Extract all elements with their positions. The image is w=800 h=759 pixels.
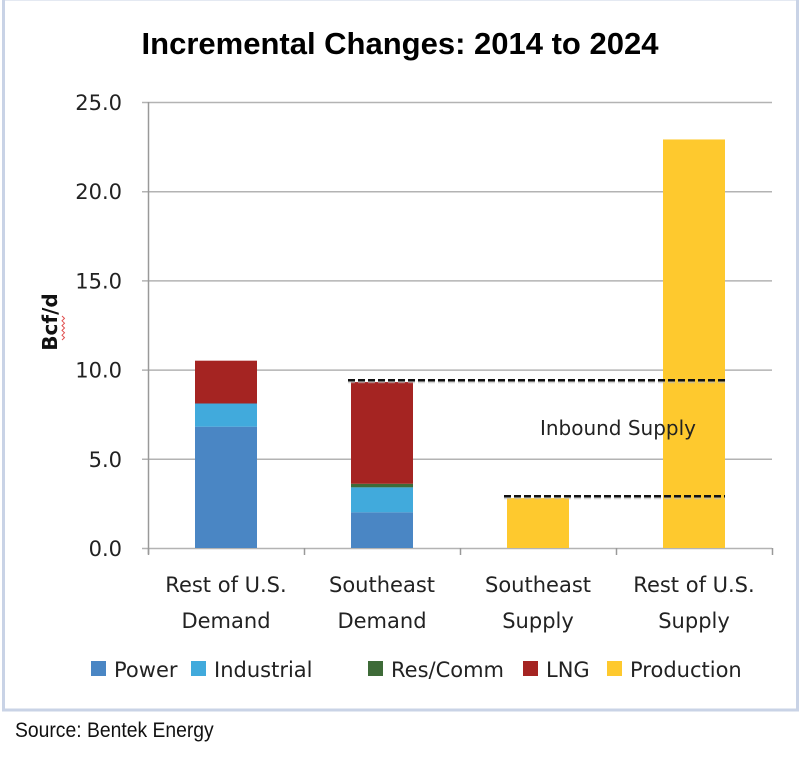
legend-swatch <box>191 661 206 676</box>
legend-swatch <box>91 661 106 676</box>
legend: Power Industrial Res/Comm LNG Production <box>91 658 742 682</box>
y-tick-label: 25.0 <box>75 91 122 115</box>
bar-segment-res-comm <box>351 483 413 488</box>
legend-label: Industrial <box>214 658 313 682</box>
y-tick-label: 15.0 <box>75 269 122 293</box>
y-tick-label: 5.0 <box>89 448 122 472</box>
x-category-label: Supply <box>658 609 730 633</box>
x-axis-categories: Rest of U.S. Demand Southeast Demand Southea… <box>165 573 754 633</box>
x-category-label: Supply <box>502 609 574 633</box>
legend-label: LNG <box>546 658 590 682</box>
x-category-label: Demand <box>181 609 270 633</box>
bar-segment-lng <box>195 360 257 404</box>
legend-label: Power <box>114 658 178 682</box>
y-axis-ticks: 0.0 5.0 10.0 15.0 20.0 25.0 <box>75 91 122 561</box>
x-category-label: Rest of U.S. <box>165 573 286 597</box>
bars <box>195 139 725 549</box>
y-tick-label: 20.0 <box>75 180 122 204</box>
y-axis-label-group: Bcf/d <box>38 293 66 351</box>
spellcheck-underline <box>61 315 66 341</box>
x-category-label: Demand <box>337 609 426 633</box>
x-category-label: Southeast <box>485 573 591 597</box>
legend-swatch <box>607 661 622 676</box>
y-tick-label: 0.0 <box>89 537 122 561</box>
x-category-label: Rest of U.S. <box>633 573 754 597</box>
bar-segment-industrial <box>195 403 257 427</box>
chart-title: Incremental Changes: 2014 to 2024 <box>142 26 660 61</box>
bar-segment-production <box>663 139 725 549</box>
legend-label: Res/Comm <box>391 658 504 682</box>
bar-segment-lng <box>351 382 413 484</box>
bar-segment-power <box>195 426 257 548</box>
x-category-label: Southeast <box>329 573 435 597</box>
legend-label: Production <box>630 658 742 682</box>
inbound-supply-label: Inbound Supply <box>540 416 696 440</box>
y-tick-label: 10.0 <box>75 359 122 383</box>
y-axis-label: Bcf/d <box>38 293 62 350</box>
annotations: Inbound Supply <box>348 379 725 500</box>
legend-swatch <box>523 661 538 676</box>
axes <box>147 102 774 555</box>
bar-segment-industrial <box>351 487 413 513</box>
source-note: Source: Bentek Energy <box>15 719 214 742</box>
bar-segment-production <box>507 498 569 548</box>
bar-segment-power <box>351 512 413 548</box>
legend-swatch <box>368 661 383 676</box>
